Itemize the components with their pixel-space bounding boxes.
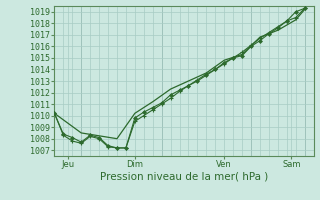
X-axis label: Pression niveau de la mer( hPa ): Pression niveau de la mer( hPa )	[100, 172, 268, 182]
